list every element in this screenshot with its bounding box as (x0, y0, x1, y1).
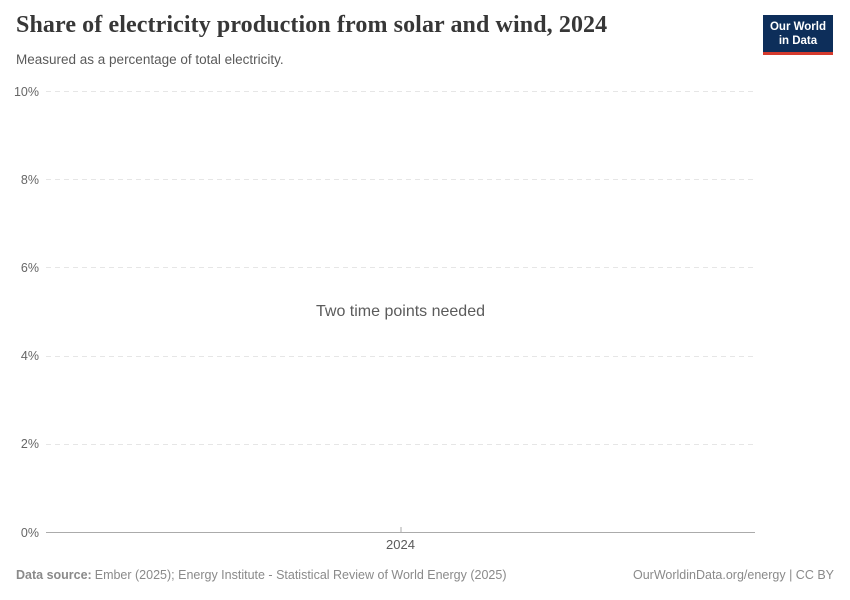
data-source-text: Ember (2025); Energy Institute - Statist… (94, 568, 507, 582)
y-tick-label: 6% (20, 260, 39, 275)
y-tick-label: 8% (20, 172, 39, 187)
gridline: 6% (21, 261, 755, 275)
x-axis-line: 0% (21, 526, 755, 540)
x-axis: 2024 (46, 527, 755, 554)
y-tick-label: 10% (13, 84, 39, 99)
y-tick-label: 4% (20, 349, 39, 364)
plot-area: Two time points needed 0% 2% 4% 6% 8% 10% (14, 85, 755, 540)
chart-subtitle: Measured as a percentage of total electr… (16, 52, 284, 67)
owid-logo[interactable]: Our World in Data (762, 15, 833, 56)
gridline: 4% (21, 349, 755, 363)
data-source: Data source: Ember (2025); Energy Institu… (16, 568, 506, 582)
chart-title: Share of electricity production from sol… (16, 12, 608, 38)
gridline: 8% (21, 173, 755, 187)
logo-line-1: Our World (769, 21, 826, 33)
chart-footer: Data source: Ember (2025); Energy Institu… (16, 568, 834, 582)
x-tick-label: 2024 (386, 537, 415, 552)
y-tick-label: 2% (20, 437, 39, 452)
data-source-label: Data source: (16, 568, 92, 582)
x-tick-mark (400, 527, 401, 532)
gridline: 10% (14, 85, 755, 99)
gridline: 2% (21, 437, 755, 451)
chart-status-message: Two time points needed (316, 302, 485, 320)
attribution-link[interactable]: OurWorldinData.org/energy | CC BY (632, 568, 834, 582)
logo-line-2: in Data (778, 35, 818, 48)
y-tick-label: 0% (20, 525, 39, 540)
